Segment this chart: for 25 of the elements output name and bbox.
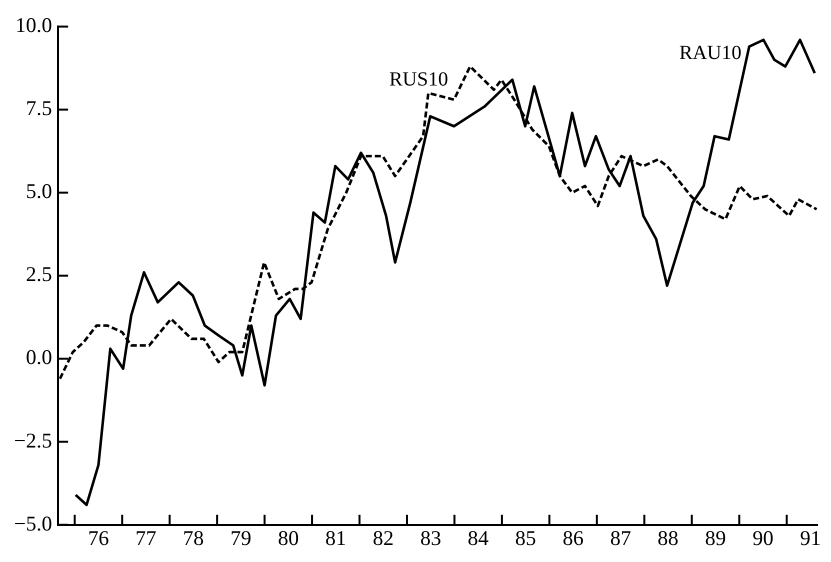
x-tick-label: 90: [752, 526, 774, 550]
y-tick-label: 10.0: [15, 13, 52, 38]
x-tick-label: 80: [278, 526, 299, 550]
x-tick-label: 89: [705, 526, 726, 550]
x-tick-label: 76: [88, 526, 109, 550]
series-label: RUS10: [389, 68, 448, 91]
x-tick-label: 83: [420, 526, 442, 550]
x-tick-label: 87: [610, 526, 632, 550]
y-tick-label: 7.5: [26, 96, 52, 120]
y-tick-label: 5.0: [26, 179, 52, 204]
x-tick-label: 77: [135, 526, 156, 550]
x-tick-label: 79: [230, 526, 252, 550]
x-tick-label: 78: [182, 526, 204, 550]
y-tick-label: −5.0: [14, 511, 52, 536]
x-tick-label: 84: [468, 526, 490, 550]
series-label: RAU10: [679, 42, 742, 64]
x-tick-label: 88: [658, 526, 679, 550]
y-tick-label: 0.0: [26, 345, 52, 370]
x-tick-label: 91: [800, 526, 821, 550]
x-tick-label: 82: [372, 526, 394, 550]
y-tick-label: −2.5: [14, 428, 52, 452]
x-tick-label: 85: [515, 526, 536, 550]
x-tick-label: 86: [562, 526, 584, 550]
y-tick-label: 2.5: [26, 262, 52, 286]
x-tick-label: 81: [325, 526, 346, 550]
